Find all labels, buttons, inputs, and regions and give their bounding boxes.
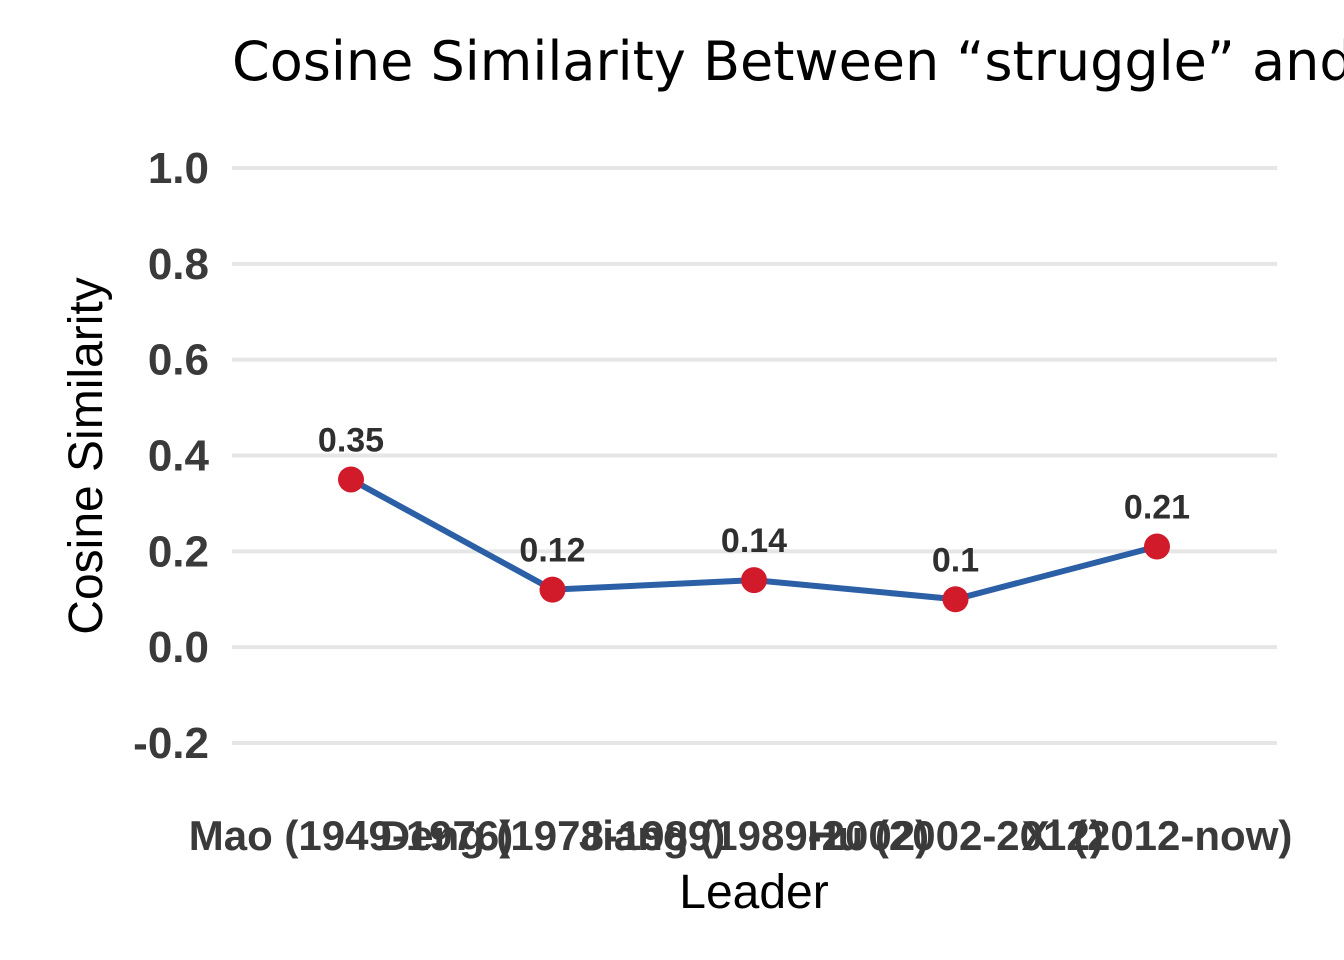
x-tick-label: Mao (1949-1976) [189, 812, 514, 859]
x-tick-label: Hu (2002-2012) [807, 812, 1103, 859]
data-point [1144, 533, 1170, 560]
data-label: 0.35 [318, 421, 384, 459]
y-tick-label: 0.0 [148, 623, 209, 672]
data-label: 0.21 [1124, 489, 1190, 527]
x-axis-label: Leader [679, 866, 828, 919]
data-point [338, 466, 364, 493]
y-axis-label: Cosine Similarity [60, 277, 113, 634]
x-tick-label: Xi (2012-now) [1022, 812, 1293, 859]
y-tick-label: 0.2 [148, 527, 209, 576]
data-point [539, 576, 566, 603]
x-axis-ticks: Mao (1949-1976)Deng (1978-1989)Jiang (19… [189, 812, 1293, 859]
data-labels: 0.35 0.12 0.14 0.1 0.21 [318, 421, 1190, 579]
series-points [338, 466, 1170, 613]
y-tick-label: 1.0 [148, 144, 209, 193]
data-point [741, 567, 767, 594]
y-axis-ticks: -0.2 0.0 0.2 0.4 0.6 0.8 1.0 [133, 144, 209, 768]
data-label: 0.12 [519, 532, 585, 570]
y-tick-label: 0.6 [148, 336, 209, 385]
gridlines [232, 166, 1277, 745]
y-tick-label: -0.2 [133, 719, 209, 768]
y-tick-label: 0.8 [148, 240, 209, 289]
data-label: 0.1 [932, 541, 979, 579]
y-tick-label: 0.4 [148, 432, 210, 481]
x-tick-label: Jiang (1989-2002) [579, 812, 929, 859]
x-tick-label: Deng (1978-1989) [380, 812, 726, 859]
chart-title: Cosine Similarity Between “struggle” and [232, 30, 1344, 93]
data-label: 0.14 [721, 522, 787, 560]
data-point [942, 586, 969, 613]
